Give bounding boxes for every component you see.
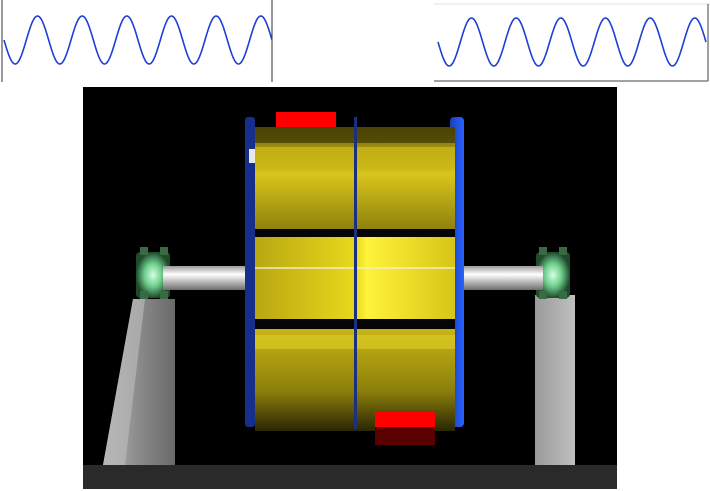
rotor-balancing-scene xyxy=(83,87,617,489)
right-bearing-bolt-bottom-2 xyxy=(559,291,567,299)
rotor-end-plate-left xyxy=(245,117,255,427)
left-bearing-bolt-bottom xyxy=(140,291,148,299)
vibration-plot-left-canvas xyxy=(1,0,273,82)
vibration-plot-right xyxy=(434,0,710,82)
left-bearing-bolt-top xyxy=(140,247,148,255)
left-pedestal-face xyxy=(103,299,145,465)
rotor-split-line xyxy=(354,117,357,429)
sine-wave-right xyxy=(437,17,707,67)
rotor-balancing-icon xyxy=(83,112,617,489)
left-bearing xyxy=(136,252,170,298)
rotor-edge-highlight xyxy=(249,149,255,163)
right-bearing xyxy=(536,252,570,298)
vibration-plot-left xyxy=(0,0,274,82)
balance-weight-bottom-shadow xyxy=(375,427,435,445)
left-bearing-bolt-top-2 xyxy=(160,247,168,255)
right-bearing-bolt-bottom xyxy=(539,291,547,299)
left-bearing-bolt-bottom-2 xyxy=(160,291,168,299)
right-bearing-bolt-top-2 xyxy=(559,247,567,255)
balance-weight-bottom xyxy=(375,412,435,427)
shaft-right xyxy=(461,266,543,290)
right-pedestal xyxy=(535,295,575,465)
vibration-plot-right-canvas xyxy=(434,3,710,82)
shaft-left xyxy=(163,266,245,290)
sine-wave-left xyxy=(3,15,273,65)
balance-weight-top xyxy=(276,112,336,127)
floor xyxy=(83,465,617,489)
right-bearing-bolt-top xyxy=(539,247,547,255)
